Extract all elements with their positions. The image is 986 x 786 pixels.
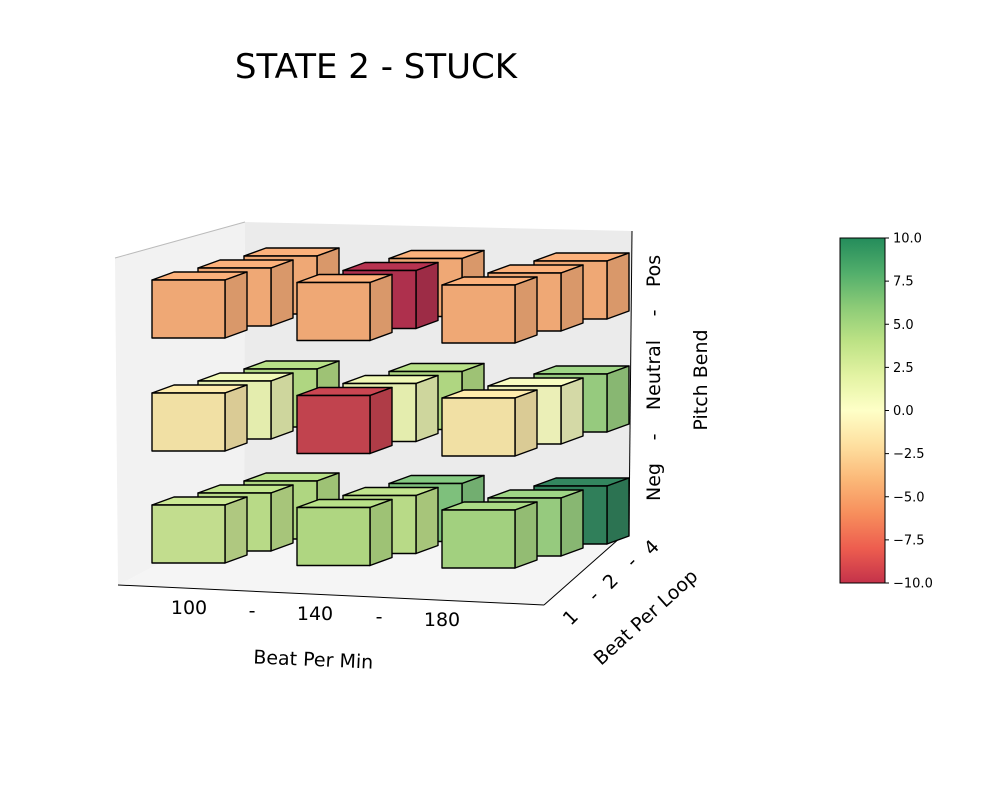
bar-cube: [151, 496, 248, 564]
cube-side-face: [270, 259, 294, 327]
cube-side-face: [224, 384, 248, 452]
cube-side-face: [606, 477, 630, 545]
colorbar-ticks: 10.0 7.5 5.0 2.5 0.0 −2.5 −5.0 −7.5 −10.0: [885, 232, 933, 592]
cube-side-face: [369, 386, 393, 455]
bar-cube: [151, 271, 248, 339]
x-axis-line: [117, 584, 545, 606]
colorbar-tick-label: −2.5: [893, 447, 925, 462]
cube-front-face: [296, 281, 371, 342]
cube-front-face: [151, 279, 226, 339]
cube-side-face: [369, 498, 393, 567]
z-tick-label: Neutral: [643, 340, 665, 410]
bar-cube: [441, 276, 538, 344]
z-tick-label: Pos: [643, 255, 665, 287]
x-tick-label: 100: [171, 597, 207, 619]
y-tick-label: 1: [559, 606, 583, 630]
x-tick-label: -: [249, 600, 256, 622]
cube-side-face: [415, 374, 439, 443]
cube-side-face: [224, 271, 248, 339]
colorbar-tick-label: 10.0: [893, 232, 922, 247]
colorbar-tick-label: 0.0: [893, 404, 914, 419]
colorbar-tick-label: 7.5: [893, 275, 914, 290]
chart-title: STATE 2 - STUCK: [235, 47, 519, 87]
colorbar-tick-label: −10.0: [893, 577, 933, 592]
x-tick-label: 180: [424, 609, 460, 631]
bar-cube: [151, 384, 248, 452]
cube-side-face: [224, 496, 248, 564]
x-tick-labels: 100 - 140 - 180: [171, 597, 460, 631]
cube-side-face: [514, 276, 538, 344]
cube-side-face: [369, 273, 393, 342]
cube-side-face: [606, 365, 630, 433]
y-tick-label: 4: [640, 536, 664, 560]
y-tick-label: 2: [599, 570, 623, 594]
bar-cube: [441, 389, 538, 457]
cube-side-face: [514, 389, 538, 457]
x-tick-label: -: [376, 606, 383, 628]
bar-cube: [296, 386, 393, 455]
cube-front-face: [296, 506, 371, 567]
z-tick-label: -: [643, 310, 665, 317]
cube-side-face: [415, 261, 439, 330]
z-tick-label: Neg: [643, 463, 665, 501]
cube-front-face: [441, 284, 516, 344]
side-pane-edge: [114, 221, 246, 259]
cube-side-face: [514, 501, 538, 569]
cube-side-face: [606, 252, 630, 320]
cube-front-face: [151, 504, 226, 564]
x-tick-label: 140: [297, 603, 333, 625]
z-tick-labels: Neg - Neutral - Pos: [643, 255, 665, 501]
cube-side-face: [560, 489, 584, 557]
colorbar-gradient: [839, 237, 886, 584]
cube-front-face: [151, 392, 226, 452]
y-tick-label: -: [584, 586, 604, 606]
bar-cube: [296, 273, 393, 342]
cube-side-face: [415, 486, 439, 555]
cube-side-face: [270, 484, 294, 552]
cube-front-face: [296, 394, 371, 455]
bar-cube: [296, 498, 393, 567]
y-tick-label: -: [622, 552, 642, 572]
colorbar-tick-label: −7.5: [893, 533, 925, 548]
x-axis-label: Beat Per Min: [253, 646, 374, 673]
z-axis-label: Pitch Bend: [690, 329, 712, 430]
colorbar: 10.0 7.5 5.0 2.5 0.0 −2.5 −5.0 −7.5 −10.0: [839, 232, 933, 592]
bar-cube: [441, 501, 538, 569]
colorbar-tick-label: 5.0: [893, 318, 914, 333]
bar-cubes: [151, 247, 630, 569]
z-tick-label: -: [643, 434, 665, 441]
cube-side-face: [270, 372, 294, 440]
colorbar-tick-label: 2.5: [893, 361, 914, 376]
y-axis-line: [543, 529, 630, 606]
cube-front-face: [441, 509, 516, 569]
cube-side-face: [560, 377, 584, 445]
colorbar-tick-label: −5.0: [893, 490, 925, 505]
cube-front-face: [441, 397, 516, 457]
cube-side-face: [560, 264, 584, 332]
